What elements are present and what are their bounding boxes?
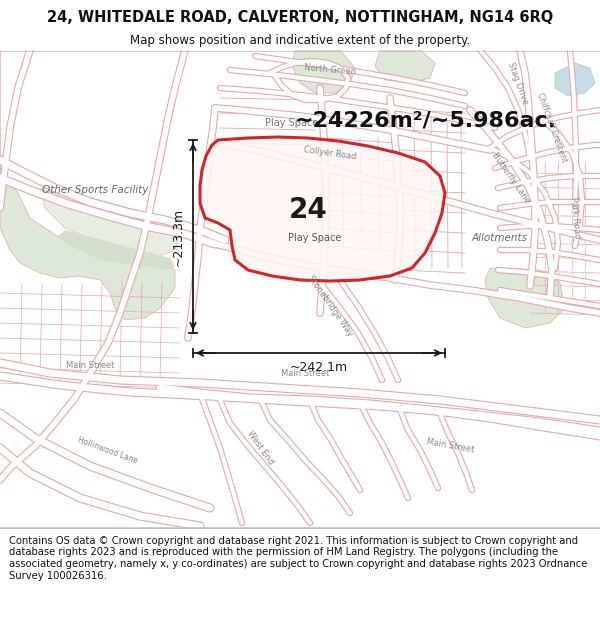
Polygon shape	[485, 268, 565, 328]
Text: Collyer Road: Collyer Road	[303, 145, 357, 161]
Text: West End: West End	[245, 429, 275, 467]
Text: ~242.1m: ~242.1m	[290, 361, 348, 374]
Polygon shape	[58, 230, 175, 270]
Polygon shape	[40, 188, 180, 256]
Text: Chiffchaff Crescent: Chiffchaff Crescent	[535, 92, 569, 164]
Text: Contains OS data © Crown copyright and database right 2021. This information is : Contains OS data © Crown copyright and d…	[9, 536, 587, 581]
Text: Main Street: Main Street	[66, 361, 114, 371]
Polygon shape	[292, 50, 355, 93]
Text: Allotments: Allotments	[472, 233, 528, 243]
Text: 24: 24	[289, 196, 328, 224]
Text: Play Space: Play Space	[289, 233, 341, 243]
Text: Stonebridge Way: Stonebridge Way	[305, 274, 355, 338]
Polygon shape	[0, 50, 175, 320]
Text: ~24226m²/~5.986ac.: ~24226m²/~5.986ac.	[295, 110, 557, 130]
Text: Main Street: Main Street	[425, 438, 475, 454]
Text: Stag Drive: Stag Drive	[506, 61, 530, 106]
Text: Other Sports Facility: Other Sports Facility	[42, 185, 148, 195]
Text: Hollinwood Lane: Hollinwood Lane	[77, 435, 139, 465]
Text: Play Space: Play Space	[265, 118, 319, 128]
Text: Main Street: Main Street	[281, 369, 329, 378]
Text: Butterfly Lane: Butterfly Lane	[490, 151, 532, 205]
Polygon shape	[200, 137, 445, 281]
Text: North Green: North Green	[304, 63, 356, 77]
Text: Map shows position and indicative extent of the property.: Map shows position and indicative extent…	[130, 34, 470, 47]
Polygon shape	[375, 50, 435, 83]
Text: 24, WHITEDALE ROAD, CALVERTON, NOTTINGHAM, NG14 6RQ: 24, WHITEDALE ROAD, CALVERTON, NOTTINGHA…	[47, 10, 553, 25]
Polygon shape	[555, 63, 595, 96]
Text: ~213.3m: ~213.3m	[172, 208, 185, 266]
Text: Park Road: Park Road	[569, 197, 581, 239]
